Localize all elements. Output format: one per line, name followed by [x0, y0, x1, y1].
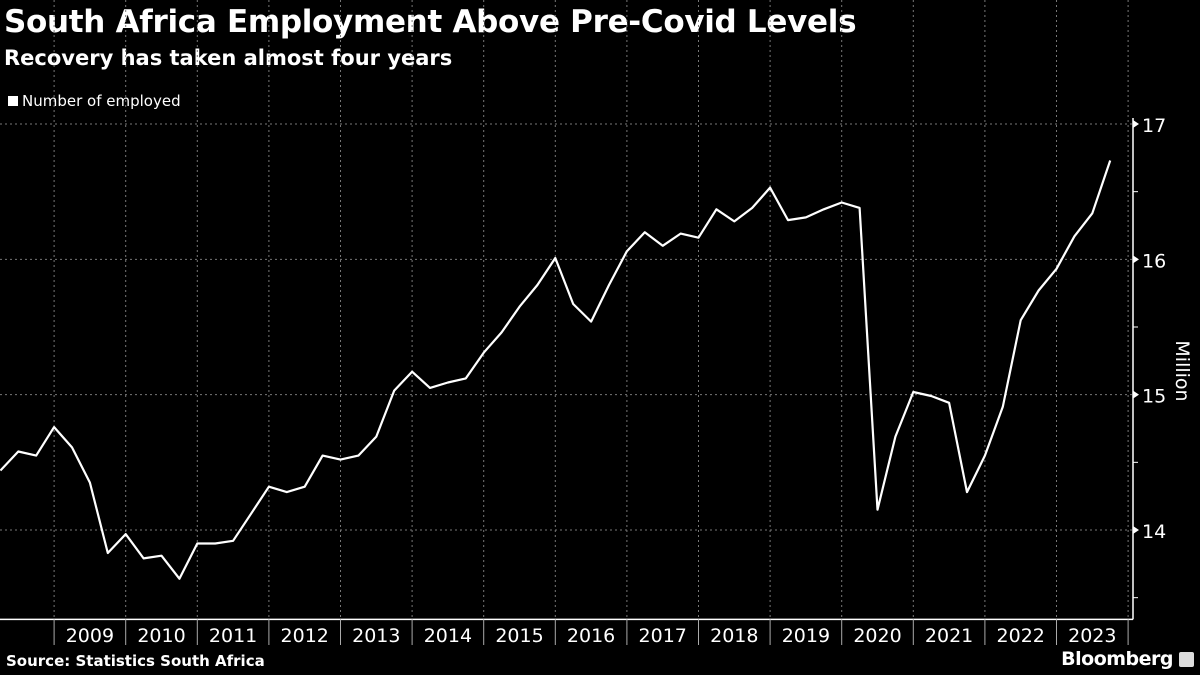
x-tick-label: 2009	[66, 625, 114, 647]
series-line-number-of-employed	[0, 160, 1112, 580]
x-tick-label: 2011	[209, 625, 257, 647]
bloomberg-logo: Bloomberg	[1061, 648, 1194, 670]
x-tick-label: 2016	[567, 625, 615, 647]
x-tick-label: 2013	[352, 625, 400, 647]
y-axis-label: Million	[1171, 340, 1193, 401]
y-tick-label: 17	[1142, 115, 1166, 137]
x-tick-label: 2019	[782, 625, 830, 647]
x-tick-label: 2010	[137, 625, 185, 647]
x-tick-label: 2015	[495, 625, 543, 647]
legend-label: Number of employed	[22, 92, 181, 110]
chart-title: South Africa Employment Above Pre-Covid …	[4, 4, 857, 40]
y-tick	[1133, 120, 1139, 128]
x-tick-label: 2014	[424, 625, 472, 647]
y-tick-label: 15	[1142, 386, 1166, 408]
y-tick	[1133, 255, 1139, 264]
legend: Number of employed	[8, 92, 181, 110]
gridlines	[0, 0, 1133, 620]
y-tick	[1133, 390, 1139, 399]
x-tick-label: 2012	[281, 625, 329, 647]
chart-icon	[1179, 651, 1194, 667]
x-tick-label: 2022	[997, 625, 1045, 647]
x-tick-label: 2021	[925, 625, 973, 647]
brand-text: Bloomberg	[1061, 648, 1173, 670]
x-tick-label: 2018	[710, 625, 758, 647]
source-note: Source: Statistics South Africa	[6, 652, 265, 670]
chart-subtitle: Recovery has taken almost four years	[4, 46, 453, 70]
y-tick	[1133, 526, 1139, 534]
x-tick-label: 2017	[639, 625, 687, 647]
y-tick-label: 16	[1142, 250, 1166, 272]
x-tick-label: 2023	[1068, 625, 1116, 647]
x-axis: 2009 2010 2011 2012 2013 2014 2015 2016 2017 2018…	[0, 618, 1133, 647]
legend-swatch	[8, 96, 18, 106]
y-tick-label: 14	[1142, 521, 1166, 543]
y-axis: 14 15 16 17	[1132, 115, 1166, 620]
x-tick-label: 2020	[853, 625, 901, 647]
